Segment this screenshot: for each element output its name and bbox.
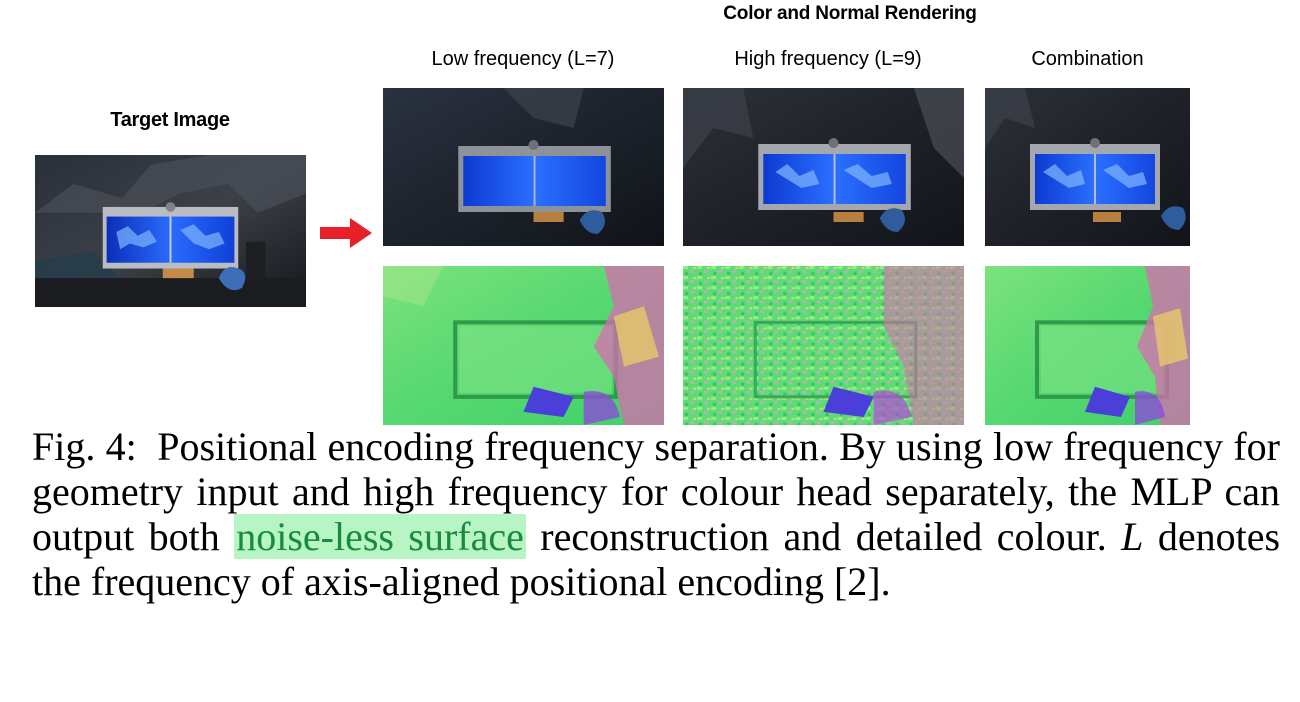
caption-text-part-2: reconstruction and detailed colour. (540, 514, 1107, 559)
caption-text-part-3: denotes the frequency of axis-aligned po… (32, 514, 1281, 604)
highlighted-phrase: noise-less surface (234, 514, 526, 559)
target-image-label: Target Image (110, 109, 230, 131)
column-label-high-frequency: High frequency (L=9) (734, 48, 922, 70)
normal-render-combination (985, 266, 1190, 425)
symbol-L: L (1121, 514, 1144, 559)
column-label-combination: Combination (1031, 48, 1144, 70)
figure-number: Fig. 4: (32, 424, 137, 469)
figure-caption: Fig. 4: Positional encoding frequency se… (32, 424, 1280, 604)
color-render-combination (985, 88, 1190, 246)
color-render-high-frequency (683, 88, 964, 246)
target-image (35, 155, 306, 307)
caption-text-part-1: Positional encoding frequency separation… (32, 424, 1280, 559)
color-render-low-frequency (383, 88, 664, 246)
normal-render-high-frequency (683, 266, 964, 425)
red-arrow-icon (320, 218, 372, 248)
column-label-low-frequency: Low frequency (L=7) (431, 48, 615, 70)
figure-section-title: Color and Normal Rendering (723, 3, 977, 24)
normal-render-low-frequency (383, 266, 664, 425)
